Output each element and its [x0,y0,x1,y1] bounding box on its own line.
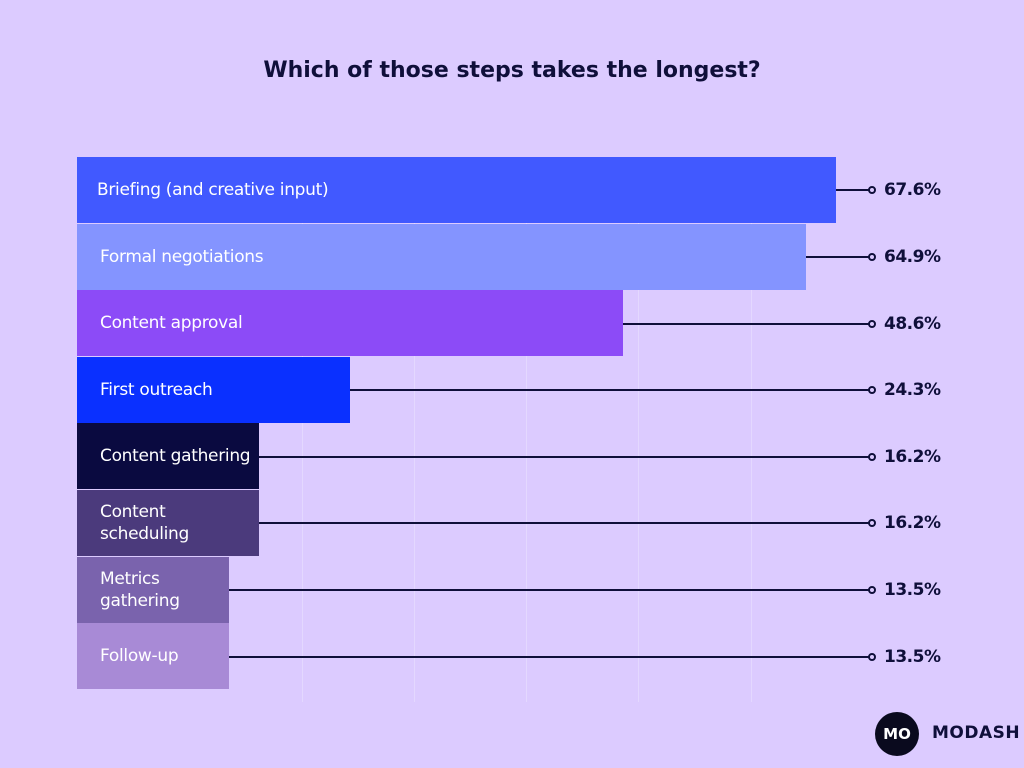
connector-line [228,588,872,591]
connector-dot [868,585,876,594]
value-label: 13.5% [884,646,941,667]
connector-dot [868,319,876,328]
connector-line [349,389,872,392]
connector-dot [868,452,876,461]
category-label: First outreach [100,379,213,400]
category-label: Formal negotiations [100,246,264,267]
grid-line [750,157,752,702]
bar: Formal negotiations [77,223,806,290]
bar: Briefing (and creative input) [77,157,837,223]
connector-dot [868,186,876,195]
connector-line [228,655,872,658]
chart-title: Which of those steps takes the longest? [263,58,761,83]
bar: Metrics gathering [77,556,229,623]
connector-line [805,255,872,258]
category-label: Briefing (and creative input) [97,180,329,200]
value-label: 13.5% [884,579,941,600]
bar: Content approval [77,290,623,357]
bar: First outreach [77,356,350,423]
value-label: 48.6% [884,313,941,334]
connector-dot [868,652,876,661]
grid-line [526,157,528,702]
connector-dot [868,386,876,395]
brand-name: MODASH [932,723,1021,743]
bar: Content gathering [77,423,259,490]
category-label: Content approval [100,313,243,334]
connector-line [836,189,872,192]
connector-line [622,322,872,325]
value-label: 16.2% [884,446,941,467]
bar: Follow-up [77,623,229,690]
grid-line [413,157,415,702]
value-label: 64.9% [884,246,941,267]
category-label: Content scheduling [100,502,190,544]
value-label: 16.2% [884,513,941,534]
grid-line [301,157,303,702]
category-label: Metrics gathering [100,568,180,611]
connector-line [258,522,872,525]
grid-line [638,157,640,702]
connector-line [258,455,872,458]
category-label: Follow-up [100,646,179,667]
value-label: 24.3% [884,380,941,401]
connector-dot [868,252,876,261]
value-label: 67.6% [884,180,941,201]
logo: MO [875,712,919,756]
category-label: Content gathering [100,446,251,467]
connector-dot [868,519,876,528]
bar: Content scheduling [77,490,259,556]
